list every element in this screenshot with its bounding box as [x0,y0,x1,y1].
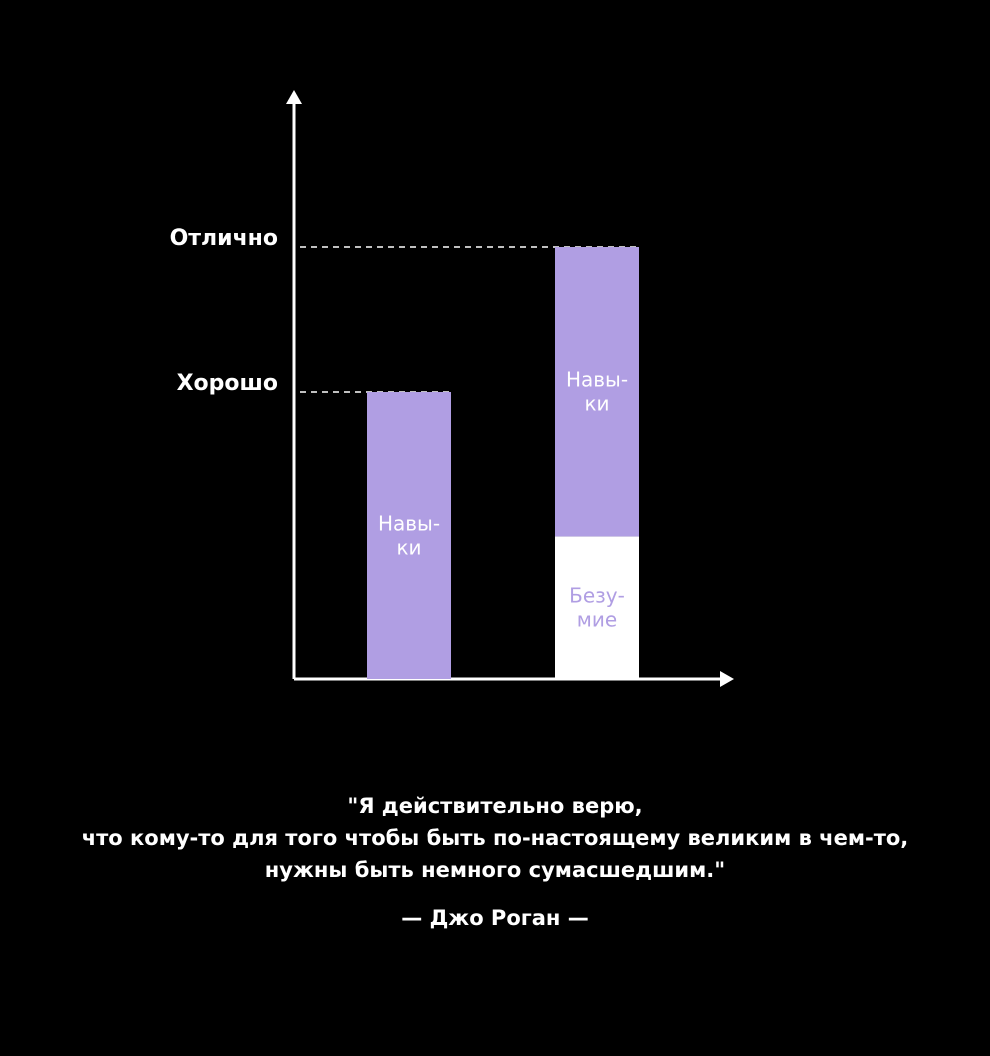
level-label: Хорошо [177,371,278,396]
chart-axes [286,90,734,687]
bar-segment: Навы-ки [367,392,451,679]
quote-author: — Джо Роган — [401,906,589,930]
bar-segment-label: ки [396,536,421,560]
bar-segment-label: мие [577,608,617,632]
quote: "Я действительно верю, что кому-то для т… [0,790,990,886]
x-axis-arrow-icon [720,671,734,687]
bar-segment: Навы-ки [555,247,639,537]
quote-line-2: что кому-то для того чтобы быть по-насто… [81,826,909,850]
quote-line-1: "Я действительно верю, [347,794,643,818]
bar-segment-label: Навы- [378,512,440,536]
bar-segment: Безу-мие [555,536,639,679]
y-axis-arrow-icon [286,90,302,104]
bar-segment-label: Безу- [569,584,625,608]
bar-segment-label: Навы- [566,368,628,392]
bar-segment-rect [367,392,451,679]
bar-segment-rect [555,536,639,679]
bar-segment-rect [555,247,639,537]
level-label: Отлично [170,226,278,251]
quote-line-3: нужны быть немного сумасшедшим." [264,858,726,882]
level-labels: Хорошо Отлично [170,226,278,396]
bar-segment-label: ки [584,392,609,416]
